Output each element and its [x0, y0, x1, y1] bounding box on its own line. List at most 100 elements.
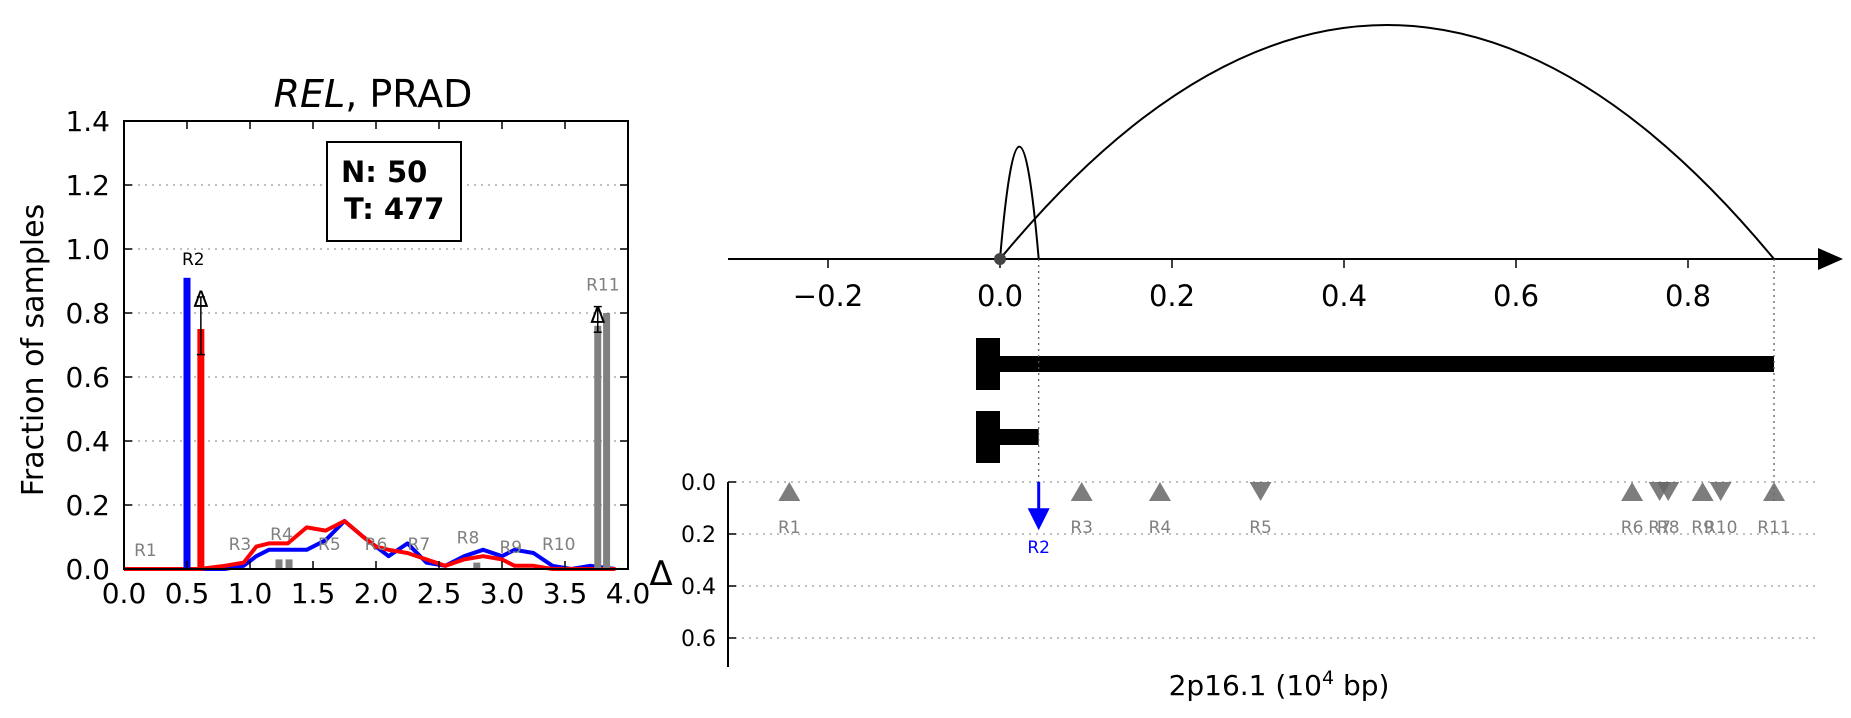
left-region-label: R10	[542, 535, 575, 555]
left-chart-ylabel: Fraction of samples	[16, 204, 51, 496]
left-chart-markers: ΔΔ	[193, 288, 605, 329]
delta-triangle-up	[1070, 482, 1093, 501]
genomic-axis-ticks: −0.2 0.0 0.2 0.4 0.6 0.8	[793, 259, 1711, 313]
delta-marker-label: R9	[1691, 518, 1714, 538]
interaction-arcs	[999, 24, 1775, 260]
left-x-tick-label: 2.5	[417, 577, 462, 610]
left-x-tick-label: 0.5	[165, 577, 210, 610]
left-series-line	[124, 519, 616, 571]
transcript-body	[1000, 429, 1039, 445]
left-x-tick-label: 2.0	[354, 577, 399, 610]
genomic-axis-arrowhead	[1818, 248, 1843, 270]
left-y-tick-label: 0.8	[65, 297, 110, 330]
delta-triangle-down	[1709, 482, 1732, 501]
genomic-tick-label: 0.2	[1149, 279, 1195, 313]
interaction-arc	[999, 24, 1775, 260]
left-region-label: R1	[134, 541, 157, 561]
left-chart-x-ticks: 0.0 0.5 1.0 1.5 2.0 2.5 3.0 3.5 4.0	[102, 121, 651, 610]
transcript-start-block	[976, 411, 1000, 463]
left-bar	[285, 559, 293, 569]
transcript-tracks	[976, 338, 1774, 463]
left-bar	[275, 559, 283, 569]
left-chart-title-gene: REL	[274, 72, 346, 116]
left-chart-lines	[124, 519, 616, 571]
left-x-tick-label: 4.0	[606, 577, 651, 610]
right-chart-xlabel: 2p16.1 (104 bp)	[1169, 667, 1390, 702]
genomic-tick-label: 0.0	[977, 279, 1023, 313]
left-region-label: R7	[408, 535, 431, 555]
delta-marker-label: R5	[1249, 518, 1272, 538]
origin-point	[994, 253, 1006, 265]
counts-normal: N: 50	[341, 155, 427, 189]
left-chart-title-cancer: , PRAD	[345, 72, 472, 116]
left-x-tick-label: 3.0	[480, 577, 525, 610]
delta-triangle-up	[1148, 482, 1171, 501]
delta-y-ticks: 0.0 0.2 0.4 0.6	[681, 471, 736, 652]
left-region-label: R2	[182, 250, 205, 270]
left-y-tick-label: 0.0	[65, 553, 110, 586]
left-y-tick-label: 1.4	[65, 105, 110, 138]
genomic-tick-label: 0.6	[1493, 279, 1539, 313]
xlabel-main: 2p16.1 (10	[1169, 669, 1322, 702]
left-region-label: R6	[365, 535, 388, 555]
delta-marker-label: R10	[1704, 518, 1737, 538]
delta-marker-label: R1	[778, 518, 801, 538]
left-chart-bars	[183, 277, 611, 569]
delta-tick-label: 0.4	[681, 575, 716, 600]
left-region-label: R3	[229, 535, 252, 555]
transcript-start-block	[976, 338, 1000, 390]
delta-triangle-up	[1621, 482, 1644, 501]
left-x-tick-label: 3.5	[543, 577, 588, 610]
left-x-tick-label: 0.0	[102, 577, 147, 610]
counts-box: N: 50 T: 477	[326, 141, 462, 242]
left-region-label: R4	[270, 525, 293, 545]
left-bar	[473, 562, 481, 569]
delta-tick-label: 0.0	[681, 471, 716, 496]
left-x-tick-label: 1.5	[291, 577, 336, 610]
delta-marker-label: R11	[1757, 518, 1790, 538]
left-y-tick-label: 0.2	[65, 489, 110, 522]
left-region-label: R8	[457, 528, 480, 548]
left-region-label: R5	[318, 535, 341, 555]
delta-gridlines	[728, 481, 1818, 639]
delta-tick-label: 0.2	[681, 523, 716, 548]
left-y-tick-label: 0.6	[65, 361, 110, 394]
left-chart-y-ticks: 0.0 0.2 0.4 0.6 0.8 1.0 1.2 1.4	[65, 105, 628, 586]
delta-marker-label: R3	[1070, 518, 1093, 538]
left-bar	[594, 325, 602, 569]
delta-marker-label: R4	[1149, 518, 1172, 538]
right-chart: −0.2 0.0 0.2 0.4 0.6 0.8 0.00.20.40.6 Δ R1R2R…	[649, 24, 1843, 702]
genomic-tick-label: 0.8	[1665, 279, 1711, 313]
delta-marker-label: R8	[1657, 518, 1680, 538]
delta-marker-label: R6	[1621, 518, 1644, 538]
left-chart-title: REL, PRAD	[274, 72, 473, 116]
delta-triangle-down	[1249, 482, 1272, 501]
counts-tumor: T: 477	[344, 192, 444, 226]
left-delta-marker: Δ	[590, 304, 605, 329]
delta-triangle-down	[1657, 482, 1680, 501]
xlabel-sup: 4	[1322, 667, 1334, 689]
left-delta-marker: Δ	[193, 288, 208, 313]
left-series-line	[124, 519, 616, 571]
delta-marker-label: R2	[1027, 538, 1050, 558]
left-x-tick-label: 1.0	[228, 577, 273, 610]
counts-box-frame	[326, 141, 462, 242]
xlabel-tail: bp)	[1334, 669, 1389, 702]
left-bar	[183, 277, 191, 569]
left-region-label: R11	[586, 276, 619, 296]
delta-triangle-up	[778, 482, 801, 501]
left-region-label: R9	[499, 538, 522, 558]
delta-triangle-up	[1763, 482, 1785, 501]
left-bar	[603, 313, 611, 569]
guide-lines	[1038, 259, 1775, 505]
delta-triangle-up	[1691, 482, 1714, 501]
delta-tick-label: 0.6	[681, 627, 716, 652]
genomic-tick-label: 0.4	[1321, 279, 1367, 313]
delta-arrow-head	[1027, 508, 1050, 531]
delta-marker-label: R7	[1648, 518, 1671, 538]
left-y-tick-label: 1.0	[65, 233, 110, 266]
transcript-body	[1000, 356, 1774, 372]
